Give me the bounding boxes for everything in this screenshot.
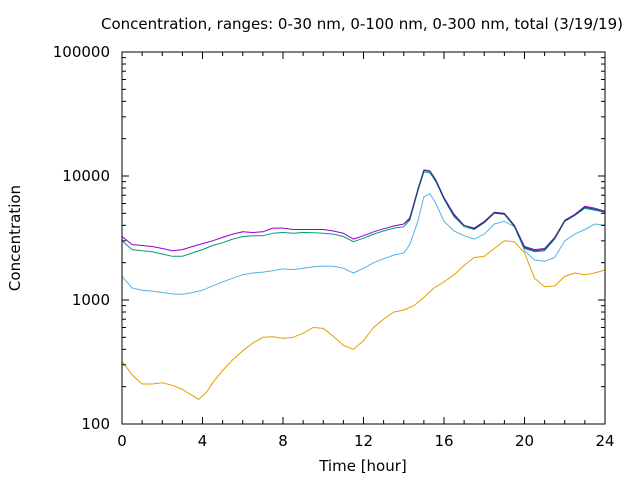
x-tick-label: 8 — [278, 432, 288, 450]
ticks-layer: 0 4 8 12 16 20 24 100 1000 10000 100000 — [53, 43, 615, 450]
x-tick-label: 16 — [434, 432, 453, 450]
series-line-5 — [403, 169, 606, 252]
chart-title: Concentration, ranges: 0-30 nm, 0-100 nm… — [101, 15, 623, 33]
x-tick-label: 4 — [198, 432, 208, 450]
x-tick-label: 20 — [515, 432, 534, 450]
x-tick-label: 12 — [354, 432, 373, 450]
y-tick-label: 100 — [81, 415, 110, 433]
x-tick-label: 0 — [117, 432, 127, 450]
y-tick-label: 100000 — [53, 43, 110, 61]
series-layer — [121, 169, 606, 400]
series-line-1 — [121, 240, 606, 400]
series-line-2 — [121, 193, 606, 295]
y-axis-label: Concentration — [6, 185, 24, 291]
x-tick-label: 24 — [595, 432, 614, 450]
y-tick-label: 10000 — [62, 167, 110, 185]
x-axis-label: Time [hour] — [318, 457, 407, 475]
y-tick-label: 1000 — [72, 291, 110, 309]
